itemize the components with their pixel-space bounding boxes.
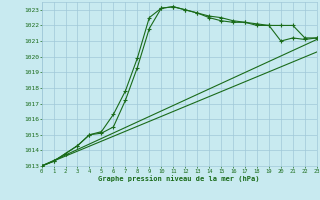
X-axis label: Graphe pression niveau de la mer (hPa): Graphe pression niveau de la mer (hPa) — [99, 175, 260, 182]
